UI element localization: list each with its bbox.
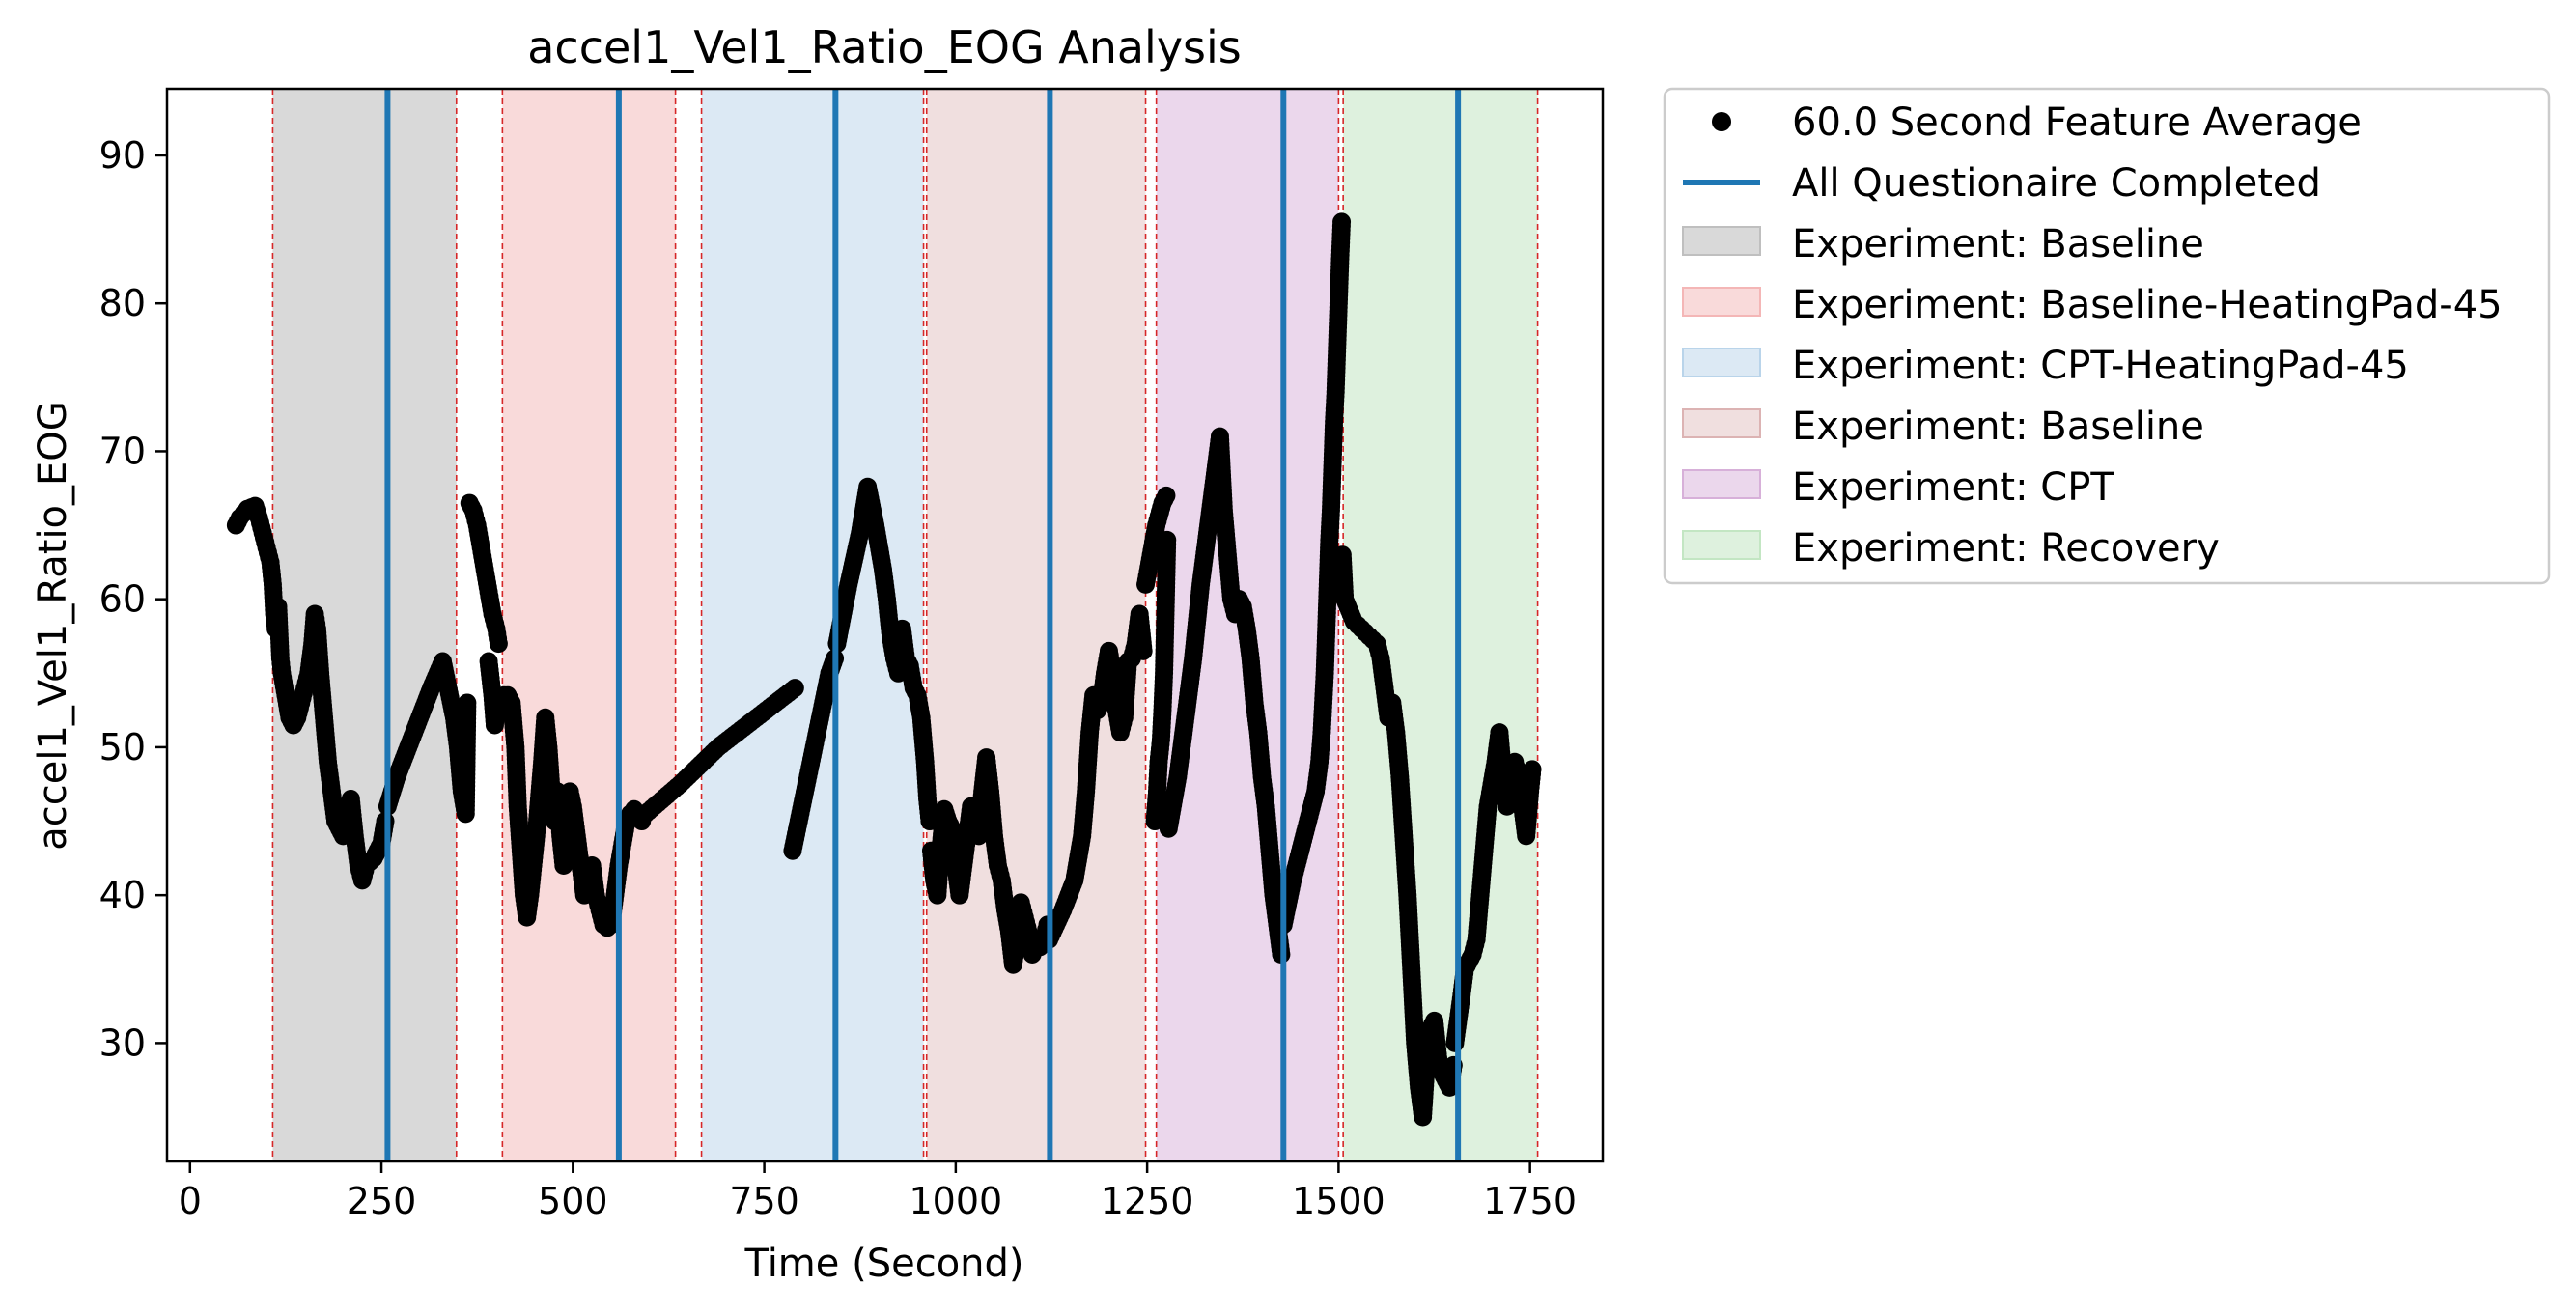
plot-frame [165, 87, 1605, 1163]
x-tick-label: 1500 [1292, 1180, 1386, 1222]
y-tick-label: 40 [99, 874, 146, 916]
x-tick-label: 1000 [909, 1180, 1002, 1222]
x-axis-label: Time (Second) [743, 1242, 1023, 1286]
x-tick-label: 0 [179, 1180, 202, 1222]
y-tick-label: 60 [99, 578, 146, 621]
y-tick-label: 90 [99, 134, 146, 177]
region-6 [1343, 89, 1538, 1161]
data-point [785, 679, 804, 698]
data-point [458, 693, 477, 713]
legend-label-region-5: Experiment: CPT [1792, 465, 2114, 510]
legend-marker-feature [1712, 112, 1731, 131]
legend-swatch-region-1 [1682, 226, 1761, 256]
questionnaire-line-layer [384, 89, 1462, 1161]
chart-title: accel1_Vel1_Ratio_EOG Analysis [527, 21, 1242, 73]
legend-label-region-2: Experiment: Baseline-HeatingPad-45 [1792, 283, 2503, 327]
y-axis-label: accel1_Vel1_Ratio_EOG [31, 401, 75, 851]
region-4 [926, 89, 1146, 1161]
legend-swatch-region-6 [1682, 530, 1761, 560]
region-2 [502, 89, 676, 1161]
data-point [1158, 530, 1177, 549]
legend-label-feature: 60.0 Second Feature Average [1792, 100, 2362, 145]
legend-label-region-1: Experiment: Baseline [1792, 222, 2204, 266]
legend-box [1663, 87, 2551, 585]
y-tick-label: 30 [99, 1021, 146, 1064]
data-point [489, 634, 508, 654]
x-tick-label: 250 [347, 1180, 417, 1222]
data-point [1523, 760, 1542, 779]
legend: 60.0 Second Feature Average All Question… [1663, 87, 2551, 585]
y-axis-ticks: 30 40 50 60 70 80 90 [99, 134, 167, 1064]
legend-label-region-3: Experiment: CPT-HeatingPad-45 [1792, 344, 2409, 388]
legend-swatch-region-2 [1682, 287, 1761, 317]
x-axis-ticks: 0 250 500 750 1000 1250 1500 1750 [179, 1161, 1577, 1222]
x-tick-label: 1750 [1483, 1180, 1577, 1222]
x-tick-label: 500 [538, 1180, 608, 1222]
region-1 [272, 89, 457, 1161]
data-point [1332, 212, 1352, 232]
legend-label-region-6: Experiment: Recovery [1792, 526, 2220, 571]
legend-label-questionnaire: All Questionaire Completed [1792, 161, 2321, 206]
x-tick-label: 750 [729, 1180, 799, 1222]
legend-label-region-4: Experiment: Baseline [1792, 405, 2204, 449]
y-tick-label: 70 [99, 430, 146, 472]
legend-swatch-region-4 [1682, 408, 1761, 438]
legend-swatch-region-5 [1682, 469, 1761, 499]
data-point [1134, 641, 1153, 660]
data-point-layer [226, 212, 1542, 1127]
y-tick-label: 80 [99, 282, 146, 324]
x-tick-label: 1250 [1101, 1180, 1194, 1222]
y-tick-label: 50 [99, 726, 146, 769]
data-point [1157, 486, 1176, 505]
legend-swatch-region-3 [1682, 348, 1761, 377]
